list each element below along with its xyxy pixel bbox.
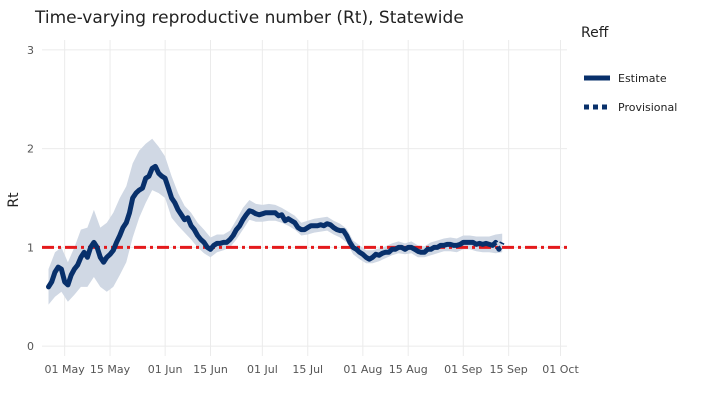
confidence-band [48, 138, 503, 305]
chart-title: Time-varying reproductive number (Rt), S… [34, 8, 464, 28]
series-line-provisional [490, 239, 505, 252]
x-tick-label: 15 Jul [292, 363, 323, 376]
y-axis-ticks: 0 1 2 3 [27, 44, 34, 353]
legend-label-estimate: Estimate [618, 72, 667, 85]
series-lines [46, 163, 505, 290]
x-tick-label: 15 Sep [490, 363, 528, 376]
legend: Reff Estimate Provisional [581, 25, 677, 114]
legend-label-provisional: Provisional [618, 101, 677, 114]
grid [42, 40, 567, 356]
series-line-estimate [46, 163, 495, 290]
legend-title: Reff [581, 25, 609, 41]
x-tick-label: 01 Sep [444, 363, 482, 376]
y-tick-label: 1 [27, 241, 34, 254]
x-tick-label: 01 Jun [148, 363, 183, 376]
x-tick-label: 01 Jul [247, 363, 278, 376]
x-tick-label: 01 Aug [343, 363, 382, 376]
x-tick-label: 15 Jun [193, 363, 228, 376]
legend-items: Estimate Provisional [584, 72, 677, 114]
y-axis-label: Rt [6, 192, 22, 208]
y-tick-label: 2 [27, 143, 34, 156]
x-tick-label: 01 Oct [542, 363, 579, 376]
y-tick-label: 0 [27, 340, 34, 353]
x-tick-label: 15 May [90, 363, 131, 376]
y-tick-label: 3 [27, 44, 34, 57]
x-tick-label: 15 Aug [389, 363, 428, 376]
x-tick-label: 01 May [45, 363, 86, 376]
x-axis-ticks: 01 May 15 May 01 Jun 15 Jun 01 Jul 15 Jul 01 A… [45, 363, 580, 376]
ci-band-area [48, 138, 503, 305]
